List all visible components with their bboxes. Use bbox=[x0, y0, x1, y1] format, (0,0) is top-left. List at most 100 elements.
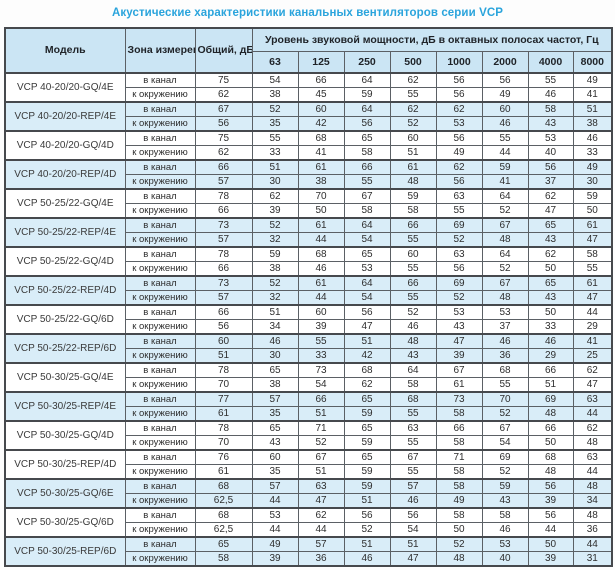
total-dba-cell: 62 bbox=[194, 145, 253, 161]
level-cell: 55 bbox=[389, 261, 437, 277]
level-cell: 46 bbox=[527, 87, 574, 103]
level-cell: 37 bbox=[527, 174, 574, 190]
level-cell: 68 bbox=[297, 130, 345, 146]
table-row: к окружению 66 39 50 58 58 55 52 47 50 bbox=[5, 203, 613, 219]
level-cell: 68 bbox=[343, 362, 391, 378]
level-cell: 57 bbox=[251, 391, 299, 407]
zone-cell: в канал bbox=[124, 333, 196, 349]
level-cell: 52 bbox=[389, 116, 437, 132]
freq-header-2000: 2000 bbox=[481, 51, 529, 74]
level-cell: 57 bbox=[251, 478, 299, 494]
zone-cell: к окружению bbox=[124, 377, 196, 393]
level-cell: 42 bbox=[297, 116, 345, 132]
level-cell: 43 bbox=[527, 290, 574, 306]
zone-cell: к окружению bbox=[124, 261, 196, 277]
zone-cell: в канал bbox=[124, 188, 196, 204]
level-cell: 43 bbox=[527, 116, 574, 132]
total-dba-cell: 78 bbox=[194, 362, 253, 378]
level-cell: 56 bbox=[527, 478, 574, 494]
level-cell: 50 bbox=[527, 536, 574, 552]
level-cell: 66 bbox=[527, 420, 574, 436]
level-cell: 64 bbox=[343, 101, 391, 117]
level-cell: 38 bbox=[251, 377, 299, 393]
freq-header-4000: 4000 bbox=[527, 51, 574, 74]
level-cell: 65 bbox=[251, 420, 299, 436]
level-cell: 25 bbox=[572, 348, 613, 364]
total-dba-cell: 78 bbox=[194, 188, 253, 204]
total-dba-cell: 66 bbox=[194, 304, 253, 320]
level-cell: 60 bbox=[389, 130, 437, 146]
freq-header-125: 125 bbox=[297, 51, 345, 74]
level-cell: 70 bbox=[481, 391, 529, 407]
level-cell: 44 bbox=[572, 536, 613, 552]
level-cell: 39 bbox=[251, 551, 299, 567]
level-cell: 40 bbox=[527, 145, 574, 161]
level-cell: 43 bbox=[251, 435, 299, 451]
level-cell: 33 bbox=[572, 145, 613, 161]
level-cell: 66 bbox=[389, 217, 437, 233]
level-cell: 38 bbox=[251, 261, 299, 277]
level-cell: 66 bbox=[343, 159, 391, 175]
freq-header-250: 250 bbox=[343, 51, 391, 74]
level-cell: 55 bbox=[435, 203, 483, 219]
level-cell: 56 bbox=[481, 72, 529, 88]
level-cell: 47 bbox=[527, 203, 574, 219]
level-cell: 71 bbox=[435, 449, 483, 465]
level-cell: 55 bbox=[481, 130, 529, 146]
level-cell: 69 bbox=[435, 275, 483, 291]
level-cell: 60 bbox=[251, 449, 299, 465]
model-name-cell: VCP 50-25/22-REP/6D bbox=[4, 333, 126, 364]
level-cell: 69 bbox=[435, 217, 483, 233]
level-cell: 48 bbox=[572, 478, 613, 494]
table-row: к окружению 56 35 42 56 52 53 46 43 38 bbox=[5, 116, 613, 132]
level-cell: 44 bbox=[527, 522, 574, 538]
level-cell: 56 bbox=[527, 507, 574, 523]
level-cell: 48 bbox=[389, 174, 437, 190]
level-cell: 35 bbox=[251, 406, 299, 422]
level-cell: 54 bbox=[297, 377, 345, 393]
level-cell: 33 bbox=[251, 145, 299, 161]
level-cell: 44 bbox=[481, 145, 529, 161]
level-cell: 68 bbox=[297, 246, 345, 262]
level-cell: 54 bbox=[481, 435, 529, 451]
level-cell: 61 bbox=[297, 275, 345, 291]
level-cell: 46 bbox=[572, 130, 613, 146]
level-cell: 62 bbox=[572, 420, 613, 436]
level-cell: 59 bbox=[343, 435, 391, 451]
level-cell: 35 bbox=[251, 116, 299, 132]
level-cell: 44 bbox=[297, 232, 345, 248]
level-cell: 46 bbox=[481, 116, 529, 132]
level-cell: 56 bbox=[435, 261, 483, 277]
level-cell: 36 bbox=[297, 551, 345, 567]
zone-cell: к окружению bbox=[124, 116, 196, 132]
level-cell: 65 bbox=[251, 362, 299, 378]
level-cell: 53 bbox=[251, 507, 299, 523]
level-cell: 52 bbox=[297, 435, 345, 451]
level-cell: 48 bbox=[481, 290, 529, 306]
zone-cell: в канал bbox=[124, 507, 196, 523]
level-cell: 56 bbox=[435, 130, 483, 146]
level-cell: 47 bbox=[343, 319, 391, 335]
level-cell: 44 bbox=[251, 493, 299, 509]
level-cell: 34 bbox=[572, 493, 613, 509]
zone-cell: к окружению bbox=[124, 174, 196, 190]
table-row: VCP 40-20/20-GQ/4E в канал 75 54 66 64 62 56 56 5… bbox=[4, 72, 613, 103]
model-name-cell: VCP 40-20/20-REP/4D bbox=[4, 159, 126, 190]
model-name-cell: VCP 50-30/25-GQ/6D bbox=[4, 507, 126, 538]
level-cell: 38 bbox=[572, 116, 613, 132]
zone-cell: в канал bbox=[124, 72, 196, 88]
level-cell: 33 bbox=[527, 319, 574, 335]
total-dba-cell: 56 bbox=[194, 319, 253, 335]
level-cell: 59 bbox=[251, 246, 299, 262]
total-dba-cell: 65 bbox=[194, 536, 253, 552]
level-cell: 43 bbox=[481, 493, 529, 509]
total-dba-cell: 60 bbox=[194, 333, 253, 349]
level-cell: 46 bbox=[297, 261, 345, 277]
table-row: к окружению 70 43 52 59 55 58 54 50 48 bbox=[5, 435, 613, 451]
level-cell: 63 bbox=[435, 188, 483, 204]
level-cell: 62 bbox=[435, 101, 483, 117]
level-cell: 32 bbox=[251, 290, 299, 306]
model-name-cell: VCP 50-25/22-REP/4E bbox=[4, 217, 126, 248]
level-cell: 59 bbox=[572, 188, 613, 204]
level-cell: 47 bbox=[389, 551, 437, 567]
